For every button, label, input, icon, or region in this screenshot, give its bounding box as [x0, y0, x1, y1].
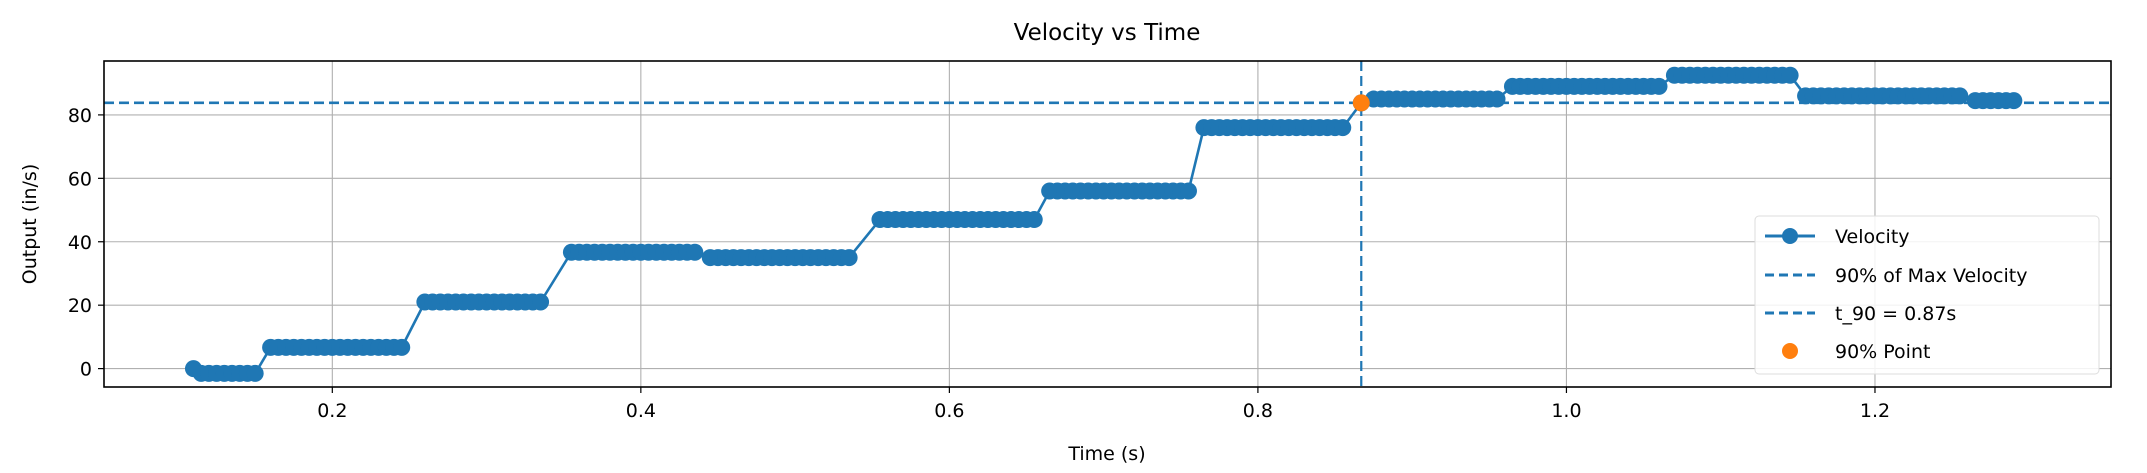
- legend-90-point-marker: [1782, 343, 1798, 359]
- legend-label-90-point: 90% Point: [1835, 341, 1930, 363]
- y-tick-label: 60: [68, 168, 92, 190]
- velocity-point: [1179, 182, 1197, 200]
- legend-box: [1754, 215, 2100, 375]
- velocity-point: [1488, 90, 1506, 108]
- velocity-point: [686, 243, 704, 261]
- x-tick-label: 0.4: [626, 400, 656, 422]
- x-tick-label: 1.2: [1860, 400, 1890, 422]
- y-tick-label: 20: [68, 295, 92, 317]
- velocity-point: [2005, 92, 2023, 110]
- ninety-percent-point: [1352, 94, 1370, 112]
- legend-label-velocity: Velocity: [1835, 226, 1910, 248]
- x-tick-label: 1.0: [1551, 400, 1581, 422]
- y-tick-label: 0: [80, 359, 92, 381]
- chart-title: Velocity vs Time: [1014, 20, 1201, 46]
- y-tick-label: 40: [68, 232, 92, 254]
- velocity-line: [192, 74, 2014, 375]
- legend: Velocity 90% of Max Velocity t_90 = 0.87…: [1754, 215, 2100, 375]
- x-tick-label: 0.8: [1243, 400, 1273, 422]
- x-tick-label: 0.6: [934, 400, 964, 422]
- x-axis-label: Time (s): [1067, 443, 1145, 465]
- velocity-point: [246, 364, 264, 382]
- legend-velocity-marker: [1782, 228, 1798, 244]
- plot-area: [104, 61, 2111, 387]
- velocity-point: [1781, 66, 1799, 84]
- y-tick-label: 80: [68, 105, 92, 127]
- axes-frame: [103, 60, 2112, 388]
- y-axis: 0 20 40 60 80: [68, 105, 104, 381]
- x-axis: 0.2 0.4 0.6 0.8 1.0 1.2: [317, 387, 1890, 422]
- velocity-point: [393, 338, 411, 356]
- velocity-point: [532, 293, 550, 311]
- velocity-point: [1951, 87, 1969, 105]
- legend-label-threshold: 90% of Max Velocity: [1835, 265, 2027, 287]
- x-tick-label: 0.2: [317, 400, 347, 422]
- velocity-point: [840, 249, 858, 267]
- velocity-point: [1334, 119, 1352, 137]
- velocity-point: [1025, 211, 1043, 229]
- velocity-point: [1650, 77, 1668, 95]
- y-axis-label: Output (in/s): [19, 164, 41, 285]
- legend-label-t90: t_90 = 0.87s: [1835, 303, 1956, 325]
